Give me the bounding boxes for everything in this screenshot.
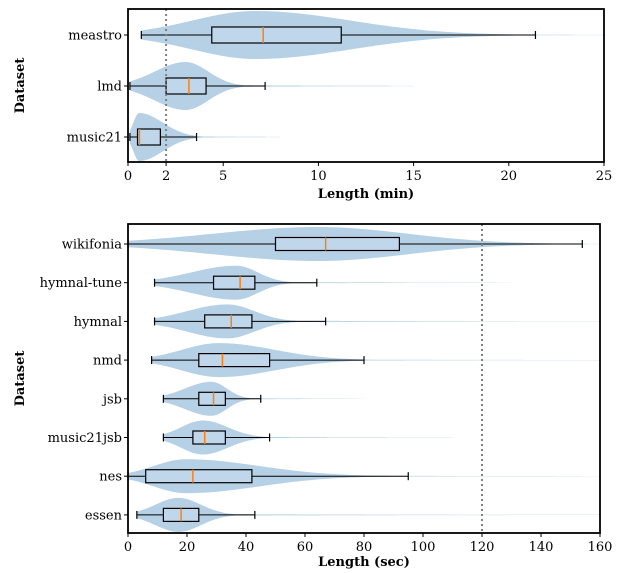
box-nmd <box>198 353 271 368</box>
violin-essen <box>136 497 600 532</box>
x-tick-label: 40 <box>238 540 255 555</box>
x-tick-label: 100 <box>411 540 436 555</box>
y-tick-label-lmd: lmd <box>97 80 122 95</box>
y-tick-label-music21jsb: music21jsb <box>48 431 122 446</box>
y-tick-label-music21: music21 <box>67 131 122 146</box>
x-tick-label: 0 <box>124 540 132 555</box>
box-lmd <box>165 77 207 95</box>
box-nes <box>145 469 253 484</box>
x-tick-label: 140 <box>529 540 554 555</box>
y-axis-title: Dataset <box>13 58 28 114</box>
x-tick-label: 60 <box>297 540 314 555</box>
x-tick-label: 20 <box>501 169 518 184</box>
x-tick-label: 25 <box>596 169 613 184</box>
y-tick-label-essen: essen <box>85 508 123 523</box>
y-tick-label-jsb: jsb <box>101 392 122 407</box>
violin-jsb <box>163 381 364 416</box>
violin-hymnal-tune <box>154 265 512 300</box>
y-tick-label-meastro: meastro <box>68 29 122 44</box>
box-hymnal-tune <box>212 275 256 290</box>
box-meastro <box>211 26 342 44</box>
x-tick-label: 20 <box>179 540 196 555</box>
violin-lmd <box>129 62 414 110</box>
x-tick-label: 80 <box>356 540 373 555</box>
violin-music21 <box>129 113 281 161</box>
box-music21 <box>136 128 161 146</box>
x-axis-title: Length (min) <box>318 187 414 202</box>
x-tick-label: 2 <box>162 169 170 184</box>
x-tick-label: 0 <box>124 169 132 184</box>
x-axis-title: Length (sec) <box>318 555 410 569</box>
box-wikifonia <box>274 236 401 252</box>
y-tick-label-hymnal-tune: hymnal-tune <box>40 276 123 291</box>
y-tick-label-nes: nes <box>99 470 122 485</box>
y-tick-label-nmd: nmd <box>93 354 122 369</box>
x-tick-label: 10 <box>310 169 327 184</box>
y-tick-label-wikifonia: wikifonia <box>62 238 122 253</box>
violin-nmd <box>151 343 600 378</box>
x-tick-label: 120 <box>470 540 495 555</box>
plot-frame <box>127 8 605 163</box>
y-tick-label-hymnal: hymnal <box>74 315 122 330</box>
x-tick-label: 15 <box>405 169 422 184</box>
x-tick-label: 160 <box>588 540 613 555</box>
box-music21jsb <box>192 430 226 445</box>
box-jsb <box>198 391 226 406</box>
box-hymnal <box>204 314 253 329</box>
y-axis-title: Dataset <box>13 351 28 407</box>
violin-hymnal <box>154 304 600 339</box>
x-tick-label: 5 <box>219 169 227 184</box>
violin-music21jsb <box>163 420 453 455</box>
